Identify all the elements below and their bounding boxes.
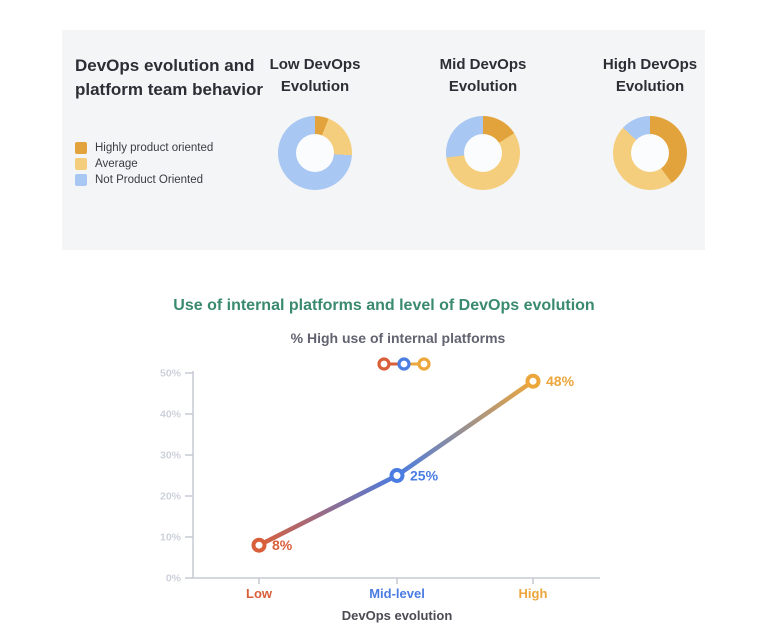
donut-group-mid: Mid DevOps Evolution xyxy=(418,54,548,190)
y-tick-label: 20% xyxy=(160,491,182,503)
x-label-low: Low xyxy=(246,586,273,601)
data-point-low xyxy=(251,537,267,553)
line-legend-icon xyxy=(377,357,431,371)
data-label-high: 48% xyxy=(546,373,575,389)
card-title: DevOps evolution and platform team behav… xyxy=(75,56,263,99)
legend-item-highly-product-oriented: Highly product oriented xyxy=(75,140,213,156)
y-tick-labels: 0% 10% 20% 30% 40% 50% xyxy=(160,368,182,585)
devops-behavior-card: DevOps evolution and platform team behav… xyxy=(62,30,705,250)
donut-title-high: High DevOps Evolution xyxy=(602,56,698,95)
legend-label: Highly product oriented xyxy=(95,142,214,154)
data-point-high xyxy=(525,373,541,389)
donut-title-low: Low DevOps Evolution xyxy=(269,56,361,95)
legend-label: Average xyxy=(95,158,138,170)
y-tick-label: 10% xyxy=(160,532,182,544)
legend-swatch-average-icon xyxy=(75,158,87,170)
donut-chart-high xyxy=(613,116,687,190)
y-tick-label: 50% xyxy=(160,368,182,380)
y-tick-label: 40% xyxy=(160,409,182,421)
donut-group-low: Low DevOps Evolution xyxy=(250,54,380,190)
x-label-mid: Mid-level xyxy=(369,586,425,601)
pie-legend: Highly product oriented Average Not Prod… xyxy=(75,140,213,188)
legend-dot-mid-icon xyxy=(397,357,411,371)
y-tick-label: 0% xyxy=(166,573,182,585)
legend-swatch-not-product-oriented-icon xyxy=(75,174,87,186)
donut-chart-mid xyxy=(446,116,520,190)
data-label-low: 8% xyxy=(272,537,293,553)
line-chart-title: Use of internal platforms and level of D… xyxy=(173,297,595,314)
y-tick-label: 30% xyxy=(160,450,182,462)
donut-group-high: High DevOps Evolution xyxy=(585,54,715,190)
legend-item-not-product-oriented: Not Product Oriented xyxy=(75,172,213,188)
axes xyxy=(185,371,600,584)
donut-chart-low xyxy=(278,116,352,190)
data-label-mid: 25% xyxy=(410,468,439,484)
legend-item-average: Average xyxy=(75,156,213,172)
legend-swatch-highly-product-oriented-icon xyxy=(75,142,87,154)
legend-dot-low-icon xyxy=(377,357,391,371)
x-category-labels: Low Mid-level High xyxy=(246,586,547,601)
legend-dot-high-icon xyxy=(417,357,431,371)
x-label-high: High xyxy=(519,586,548,601)
x-axis-title: DevOps evolution xyxy=(342,608,453,623)
data-point-mid xyxy=(389,468,405,483)
line-segment-low-mid xyxy=(256,473,400,548)
legend-label: Not Product Oriented xyxy=(95,174,204,186)
line-chart-subtitle: % High use of internal platforms xyxy=(290,330,506,346)
donut-title-mid: Mid DevOps Evolution xyxy=(439,56,527,95)
line-segment-mid-high xyxy=(394,378,536,478)
